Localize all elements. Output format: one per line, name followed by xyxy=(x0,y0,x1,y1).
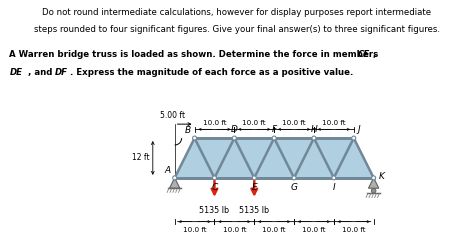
Text: CE: CE xyxy=(358,50,370,59)
Text: D: D xyxy=(231,125,238,134)
Text: 5.00 ft: 5.00 ft xyxy=(160,111,185,120)
Text: F: F xyxy=(272,125,277,134)
Circle shape xyxy=(173,176,177,180)
Text: E: E xyxy=(251,183,257,193)
Text: G: G xyxy=(291,183,298,193)
Circle shape xyxy=(252,176,256,180)
Polygon shape xyxy=(294,138,334,178)
Text: 12 ft: 12 ft xyxy=(132,153,150,163)
Polygon shape xyxy=(254,138,294,178)
Circle shape xyxy=(312,136,316,140)
Text: , and: , and xyxy=(28,68,56,77)
Text: H: H xyxy=(310,125,317,134)
Text: 10.0 ft: 10.0 ft xyxy=(282,120,306,126)
Polygon shape xyxy=(175,138,214,178)
Circle shape xyxy=(272,136,276,140)
Polygon shape xyxy=(314,138,354,178)
Text: DF: DF xyxy=(55,68,67,77)
Text: K: K xyxy=(378,172,384,181)
Text: J: J xyxy=(358,125,360,134)
Text: A Warren bridge truss is loaded as shown. Determine the force in members: A Warren bridge truss is loaded as shown… xyxy=(9,50,382,59)
Circle shape xyxy=(232,136,237,140)
Text: 10.0 ft: 10.0 ft xyxy=(243,120,266,126)
Circle shape xyxy=(212,176,217,180)
Text: 10.0 ft: 10.0 ft xyxy=(262,227,286,233)
Text: 5135 lb: 5135 lb xyxy=(239,206,269,215)
Text: I: I xyxy=(333,183,335,193)
Polygon shape xyxy=(234,138,274,178)
Polygon shape xyxy=(274,138,314,178)
Polygon shape xyxy=(334,138,374,178)
Polygon shape xyxy=(368,178,379,188)
Text: 10.0 ft: 10.0 ft xyxy=(322,120,346,126)
Circle shape xyxy=(371,188,376,193)
Polygon shape xyxy=(214,138,254,178)
Text: A: A xyxy=(164,166,171,175)
Text: 10.0 ft: 10.0 ft xyxy=(183,227,206,233)
Text: ,: , xyxy=(372,50,375,59)
Circle shape xyxy=(332,176,336,180)
Text: 10.0 ft: 10.0 ft xyxy=(223,227,246,233)
Circle shape xyxy=(372,176,375,180)
Text: 10.0 ft: 10.0 ft xyxy=(342,227,365,233)
Polygon shape xyxy=(195,138,234,178)
Text: steps rounded to four significant figures. Give your final answer(s) to three si: steps rounded to four significant figure… xyxy=(34,25,440,34)
Text: DE: DE xyxy=(9,68,22,77)
Text: 10.0 ft: 10.0 ft xyxy=(203,120,226,126)
Text: B: B xyxy=(184,126,191,135)
Circle shape xyxy=(292,176,296,180)
Circle shape xyxy=(352,136,356,140)
Text: . Express the magnitude of each force as a positive value.: . Express the magnitude of each force as… xyxy=(70,68,354,77)
Text: Do not round intermediate calculations, however for display purposes report inte: Do not round intermediate calculations, … xyxy=(43,8,431,17)
Text: 10.0 ft: 10.0 ft xyxy=(302,227,326,233)
Circle shape xyxy=(192,136,197,140)
Text: 5135 lb: 5135 lb xyxy=(200,206,229,215)
Polygon shape xyxy=(170,178,180,188)
Text: C: C xyxy=(211,183,218,193)
